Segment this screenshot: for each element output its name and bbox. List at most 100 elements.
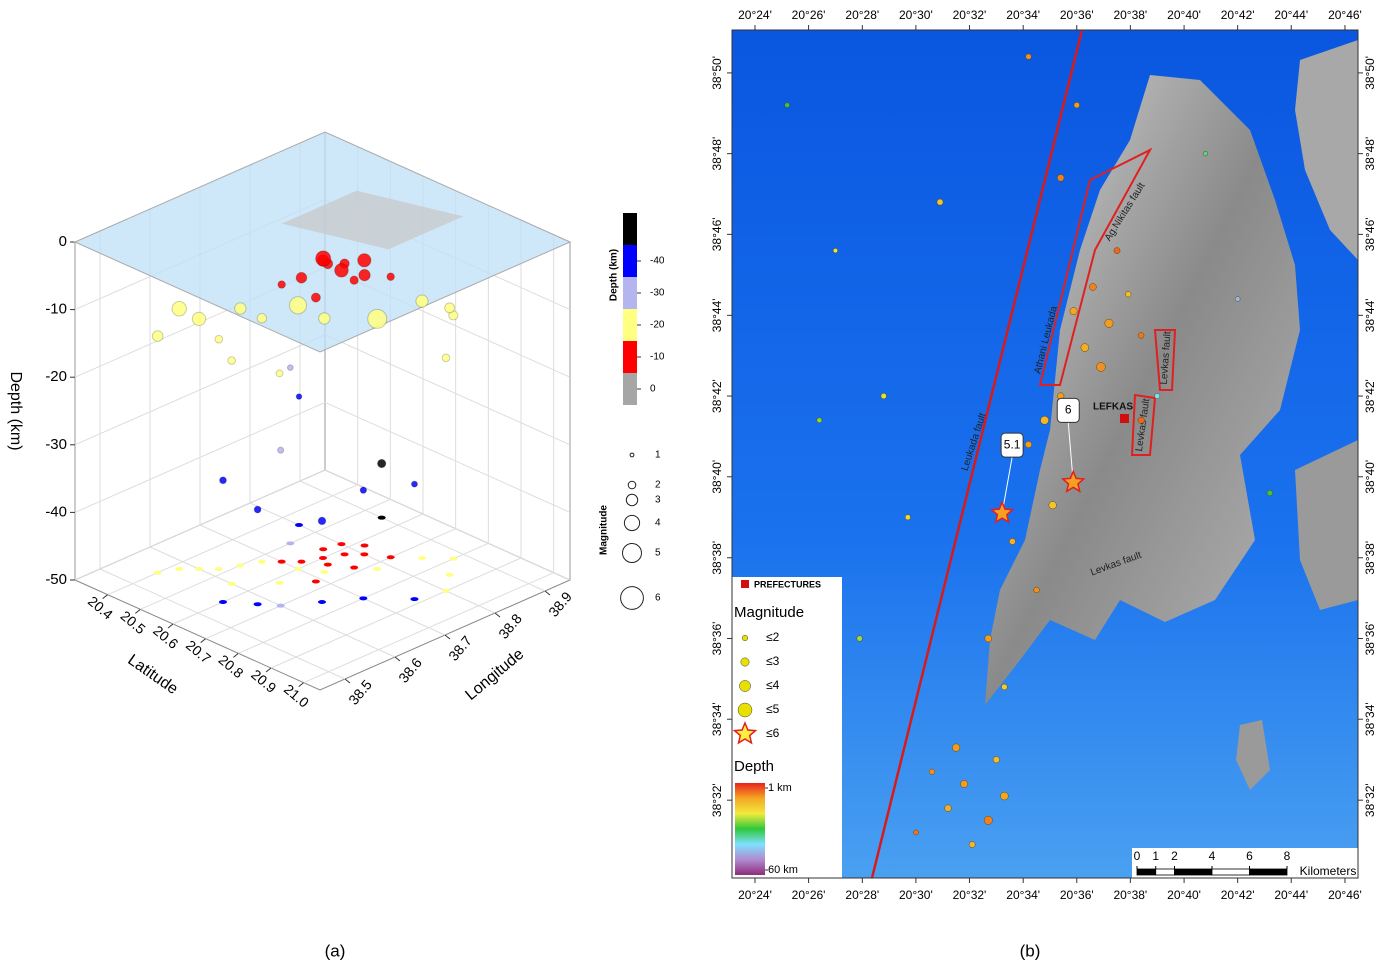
point <box>278 281 286 289</box>
floor-projection <box>449 557 457 561</box>
floor-projection <box>359 596 367 600</box>
point <box>1049 501 1057 509</box>
y-tick-label: 38°38' <box>710 541 724 575</box>
x-tick-label: 21.0 <box>281 681 312 711</box>
x-tick-label: 20°24' <box>738 888 772 902</box>
point <box>1081 344 1089 352</box>
point <box>1089 283 1096 290</box>
floor-projection <box>418 556 426 560</box>
point <box>172 302 186 316</box>
x-tick-label: 20°42' <box>1221 8 1255 22</box>
x-tick-label: 20°40' <box>1167 888 1201 902</box>
point <box>387 273 395 281</box>
z-axis-title: Depth (km) <box>7 371 24 450</box>
point <box>785 103 790 108</box>
scale-label: 1 <box>1152 849 1159 863</box>
point <box>254 506 261 513</box>
scale-segment <box>1156 869 1175 875</box>
floor-projection <box>324 563 332 567</box>
x-tick-label: 20°40' <box>1167 8 1201 22</box>
colorbar-band <box>623 373 637 405</box>
depth-ramp-label: 1 km <box>768 782 792 794</box>
figure: 0-10-20-30-40-5020.420.520.620.720.820.9… <box>0 0 1382 969</box>
scale-label: 4 <box>1209 849 1216 863</box>
tick-mark <box>445 635 450 639</box>
floor-projection <box>215 567 223 571</box>
floor-projection <box>219 600 227 604</box>
size-legend-symbol <box>630 453 634 457</box>
point <box>969 841 975 847</box>
point <box>905 515 910 520</box>
colorbar-title: Depth (km) <box>609 249 620 301</box>
colorbar-band <box>623 277 637 309</box>
city-label: LEFKAS <box>1093 402 1133 413</box>
point <box>961 780 968 787</box>
size-legend-symbol <box>626 494 637 505</box>
floor-projection <box>278 560 286 564</box>
x-tick-label: 20°32' <box>953 888 987 902</box>
y-tick-label: 38°44' <box>710 298 724 332</box>
legend-label: ≤6 <box>766 726 780 740</box>
point <box>913 830 918 835</box>
point <box>278 447 284 453</box>
scale-unit: Kilometers <box>1300 864 1357 878</box>
x-tick-label: 20°34' <box>1006 8 1040 22</box>
x-tick-label: 20.4 <box>85 593 116 623</box>
z-tick-label: -10 <box>45 301 67 318</box>
x-tick-label: 20.7 <box>183 637 214 667</box>
floor-projection <box>373 567 381 571</box>
legend-symbol <box>741 658 749 666</box>
point <box>857 636 863 642</box>
tick-mark <box>135 609 140 613</box>
point <box>358 254 371 267</box>
floor-projection <box>318 600 326 604</box>
legend-label: ≤4 <box>766 678 780 692</box>
point <box>1025 441 1031 447</box>
point <box>1267 490 1273 496</box>
point <box>411 481 417 487</box>
floor-projection <box>378 516 386 520</box>
floor-projection <box>410 597 418 601</box>
point <box>152 331 163 342</box>
colorbar-tick-label: -20 <box>650 320 665 331</box>
panel-b: Ag.Nikitas fault Athani Leukada Levkas f… <box>710 8 1377 960</box>
point <box>445 303 455 313</box>
size-legend-symbol <box>621 587 644 610</box>
floor-projection <box>295 523 303 527</box>
depth-ramp-label: 60 km <box>768 864 798 876</box>
tick-mark <box>395 657 400 661</box>
tick-mark <box>299 683 304 687</box>
x-tick-label: 20°46' <box>1328 888 1362 902</box>
scale-label: 2 <box>1171 849 1178 863</box>
floor-projection <box>286 541 294 545</box>
colorbar-tick-label: -40 <box>650 256 665 267</box>
colorbar-tick-label: -10 <box>650 352 665 363</box>
point <box>442 354 450 362</box>
legend-symbol <box>738 703 752 717</box>
point <box>296 394 302 400</box>
x-tick-label: 20°36' <box>1060 8 1094 22</box>
floor-projection <box>277 604 285 608</box>
z-tick-label: -50 <box>45 571 67 588</box>
x-tick-label: 20.6 <box>150 622 181 652</box>
legend-title: Depth <box>734 758 774 775</box>
y-tick-label: 38°42' <box>1363 379 1377 413</box>
z-tick-label: 0 <box>59 233 67 250</box>
point <box>1105 319 1113 327</box>
depth-ramp <box>735 783 765 875</box>
point <box>1026 54 1032 60</box>
x-tick-label: 20°24' <box>738 8 772 22</box>
y-tick-label: 38°32' <box>710 783 724 817</box>
scale-label: 6 <box>1246 849 1253 863</box>
tick-mark <box>545 591 550 595</box>
tick-mark <box>201 639 206 643</box>
y-tick-label: 38°44' <box>1363 298 1377 332</box>
panel-label: (a) <box>325 941 346 960</box>
point <box>1009 538 1015 544</box>
mainshock-label: 6 <box>1065 403 1072 417</box>
floor-projection <box>446 573 454 577</box>
point <box>1001 684 1007 690</box>
floor-projection <box>319 547 327 551</box>
x-tick-label: 20.9 <box>248 666 279 696</box>
size-legend-label: 3 <box>655 495 661 506</box>
